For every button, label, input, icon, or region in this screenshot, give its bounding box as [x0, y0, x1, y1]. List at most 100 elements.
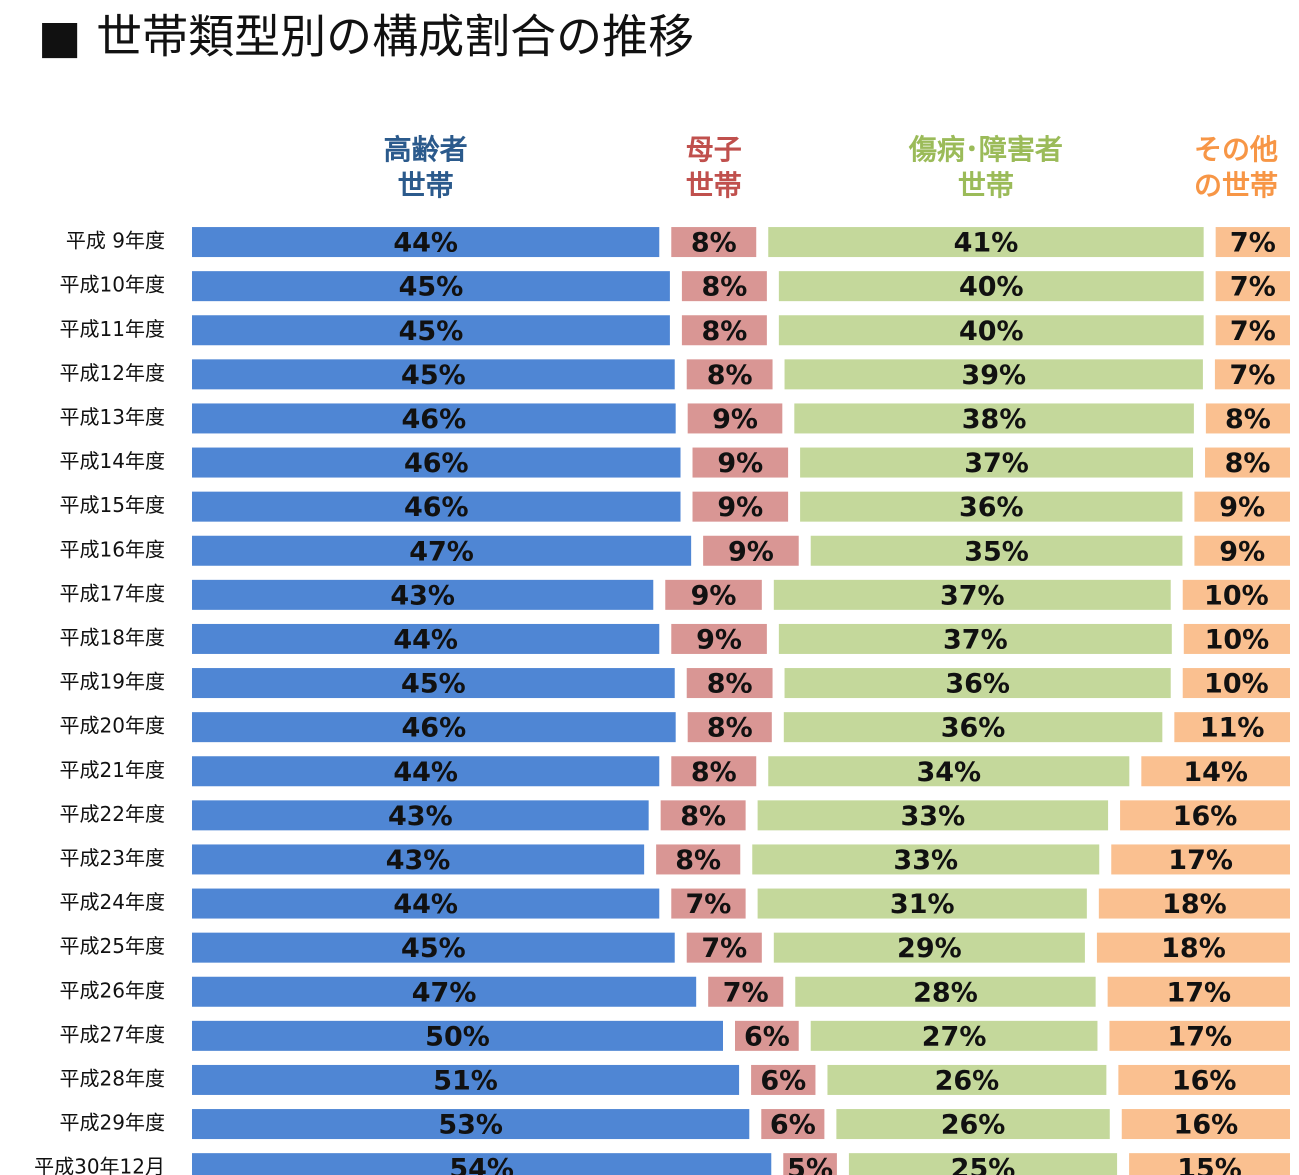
value-label: 7% [1230, 272, 1276, 303]
value-label: 9% [691, 580, 737, 611]
bar-segment [692, 491, 789, 522]
bar-segment [192, 888, 660, 919]
bar-segment [192, 447, 681, 478]
value-label: 25% [951, 1154, 1016, 1175]
value-label: 6% [770, 1110, 816, 1141]
y-tick-label: 平成30年12月 [34, 1155, 165, 1175]
bar-segment [665, 579, 762, 610]
value-label: 45% [399, 316, 464, 347]
y-tick-label: 平成12年度 [60, 361, 165, 385]
bar-segment [686, 359, 773, 390]
bar-segment [783, 1153, 837, 1175]
value-label: 16% [1173, 801, 1238, 832]
value-label: 9% [1219, 492, 1265, 523]
y-tick-label: 平成 9年度 [66, 229, 165, 253]
value-label: 9% [696, 624, 742, 655]
bar-segment [1109, 1020, 1290, 1051]
value-label: 54% [449, 1154, 514, 1175]
value-label: 46% [404, 492, 469, 523]
value-label: 46% [404, 448, 469, 479]
bar-segment [1182, 579, 1290, 610]
value-label: 43% [388, 801, 453, 832]
value-label: 7% [1230, 360, 1276, 391]
value-label: 7% [723, 977, 769, 1008]
value-label: 18% [1161, 933, 1226, 964]
value-label: 51% [433, 1065, 498, 1096]
bar-segment [768, 756, 1130, 787]
bar-segment [795, 976, 1096, 1007]
value-label: 5% [787, 1154, 833, 1175]
value-label: 33% [893, 845, 958, 876]
value-label: 45% [401, 933, 466, 964]
bar-segment [1215, 315, 1290, 346]
bar-segment [1194, 491, 1290, 522]
value-label: 36% [941, 713, 1006, 744]
y-tick-label: 平成26年度 [60, 978, 165, 1002]
bar-segment [192, 712, 676, 743]
value-label: 44% [393, 889, 458, 920]
value-label: 44% [393, 624, 458, 655]
y-tick-label: 平成11年度 [60, 317, 165, 341]
bar-segment [761, 1109, 825, 1140]
value-label: 8% [707, 669, 753, 700]
value-label: 40% [959, 272, 1024, 303]
bar-segment [671, 227, 757, 258]
bar-segment [784, 359, 1203, 390]
bar-segment [827, 1064, 1107, 1095]
y-tick-label: 平成22年度 [60, 802, 165, 826]
value-label: 9% [712, 404, 758, 435]
value-label: 47% [412, 977, 477, 1008]
value-label: 46% [402, 404, 467, 435]
value-label: 9% [1219, 536, 1265, 567]
y-tick-label: 平成27年度 [60, 1022, 165, 1046]
bar-segment [660, 800, 746, 831]
value-label: 8% [691, 228, 737, 259]
bar-segment [810, 1020, 1098, 1051]
value-label: 7% [701, 933, 747, 964]
bar-segment [768, 227, 1204, 258]
value-label: 9% [728, 536, 774, 567]
bar-segment [735, 1020, 799, 1051]
bar-segment [692, 447, 789, 478]
bar-segment [192, 668, 675, 699]
bar-segment [671, 623, 767, 654]
bar-segment [1121, 1109, 1290, 1140]
bar-segment [752, 844, 1100, 875]
y-tick-label: 平成28年度 [60, 1066, 165, 1090]
value-label: 37% [940, 580, 1005, 611]
bar-segment [784, 668, 1171, 699]
bar-segment [192, 403, 676, 434]
bar-segment [192, 315, 670, 346]
value-label: 10% [1205, 624, 1270, 655]
bar-segment [192, 359, 675, 390]
y-tick-label: 平成21年度 [60, 758, 165, 782]
bar-segment [192, 1109, 750, 1140]
value-label: 31% [890, 889, 955, 920]
y-tick-label: 平成16年度 [60, 537, 165, 561]
value-label: 53% [438, 1110, 503, 1141]
value-label: 16% [1174, 1110, 1239, 1141]
bar-segment [773, 579, 1171, 610]
value-label: 28% [913, 977, 978, 1008]
value-label: 7% [1230, 228, 1276, 259]
value-label: 39% [961, 360, 1026, 391]
y-tick-label: 平成23年度 [60, 846, 165, 870]
value-label: 45% [399, 272, 464, 303]
bar-segment [192, 756, 660, 787]
value-label: 8% [701, 316, 747, 347]
bar-segment [687, 403, 783, 434]
bar-segment [192, 932, 675, 963]
bar-segment [1096, 932, 1290, 963]
value-label: 9% [717, 492, 763, 523]
value-label: 40% [959, 316, 1024, 347]
y-tick-label: 平成20年度 [60, 714, 165, 738]
bar-segment [192, 1153, 772, 1175]
bar-segment [1205, 447, 1290, 478]
value-label: 26% [941, 1110, 1006, 1141]
value-label: 8% [691, 757, 737, 788]
bar-segment [778, 271, 1204, 302]
bar-segment [810, 535, 1183, 566]
value-label: 8% [707, 360, 753, 391]
value-label: 27% [922, 1021, 987, 1052]
